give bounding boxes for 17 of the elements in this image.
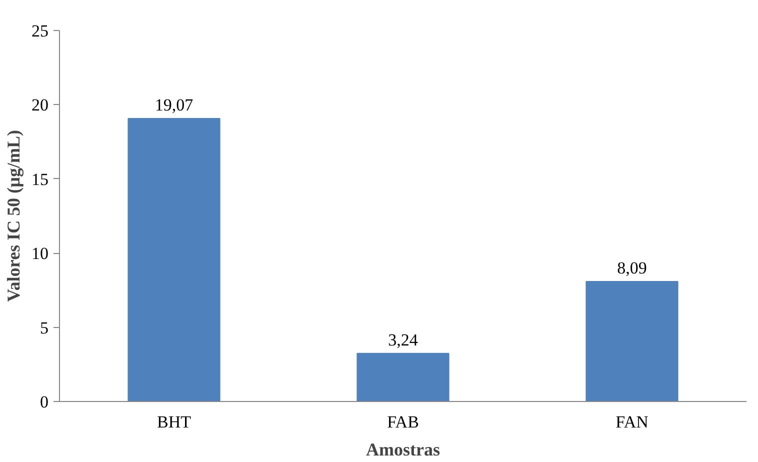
bar: [128, 118, 220, 402]
y-tick-label: 20: [32, 96, 48, 115]
y-tick-label: 5: [40, 318, 48, 338]
y-tick-label: 0: [40, 392, 48, 412]
y-tick-label: 10: [32, 244, 48, 264]
data-label: 8,09: [617, 258, 647, 278]
x-tick-label: FAN: [616, 412, 648, 432]
bar: [586, 280, 678, 402]
x-tick-label: FAB: [387, 412, 419, 432]
data-label: 3,24: [388, 330, 418, 350]
data-label: 19,07: [154, 96, 194, 114]
x-axis-title: Amostras: [366, 440, 440, 460]
x-tick-label: BHT: [157, 412, 192, 432]
y-tick-label: 15: [32, 170, 48, 189]
y-tick-label: 25: [32, 22, 48, 40]
bar: [356, 352, 450, 402]
y-axis-title: Valores IC 50 (µg/mL): [4, 130, 24, 302]
